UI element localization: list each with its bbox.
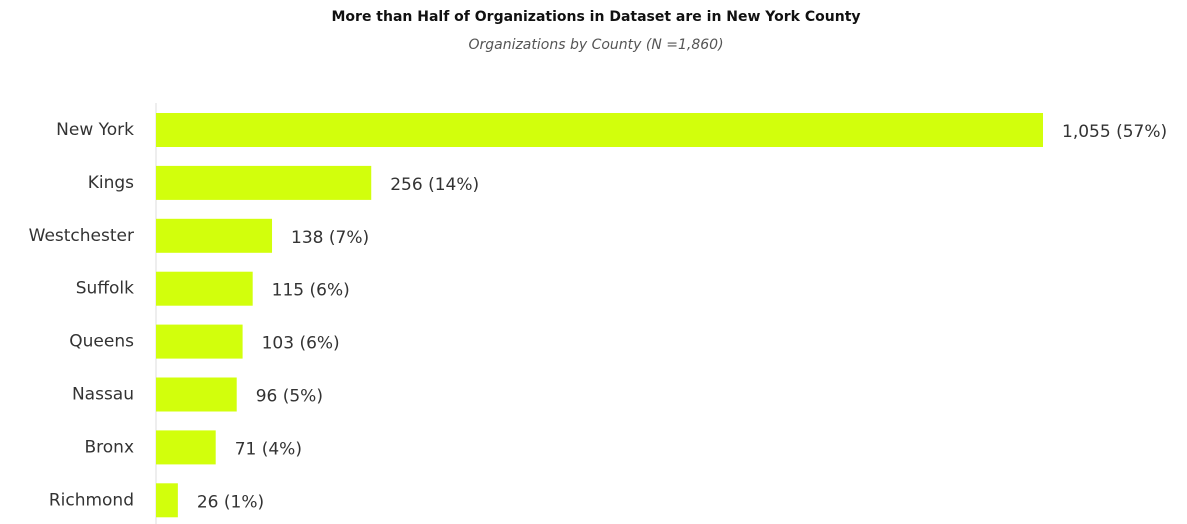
category-label: Kings	[88, 173, 134, 193]
bar	[156, 218, 273, 253]
category-label: Westchester	[29, 226, 134, 246]
value-label: 256 (14%)	[390, 175, 479, 195]
bar	[156, 430, 216, 465]
bar	[156, 165, 372, 200]
value-label: 103 (6%)	[262, 334, 340, 354]
category-label: Richmond	[49, 490, 134, 510]
value-label: 138 (7%)	[291, 228, 369, 248]
bar	[156, 377, 237, 412]
bar	[156, 271, 253, 306]
bar	[156, 483, 178, 518]
chart-title: More than Half of Organizations in Datas…	[331, 9, 860, 25]
value-label: 26 (1%)	[197, 492, 264, 512]
chart-subtitle: Organizations by County (N =1,860)	[468, 37, 723, 53]
value-label: 115 (6%)	[272, 281, 350, 301]
category-label: Nassau	[72, 385, 134, 405]
bar	[156, 324, 243, 359]
value-label: 1,055 (57%)	[1062, 122, 1167, 142]
value-label: 71 (4%)	[235, 439, 302, 459]
category-label: Bronx	[84, 437, 134, 457]
category-label: Queens	[69, 332, 134, 352]
bar	[156, 113, 1043, 147]
category-label: Suffolk	[76, 279, 134, 299]
category-label: New York	[56, 120, 134, 140]
value-label: 96 (5%)	[256, 387, 323, 407]
